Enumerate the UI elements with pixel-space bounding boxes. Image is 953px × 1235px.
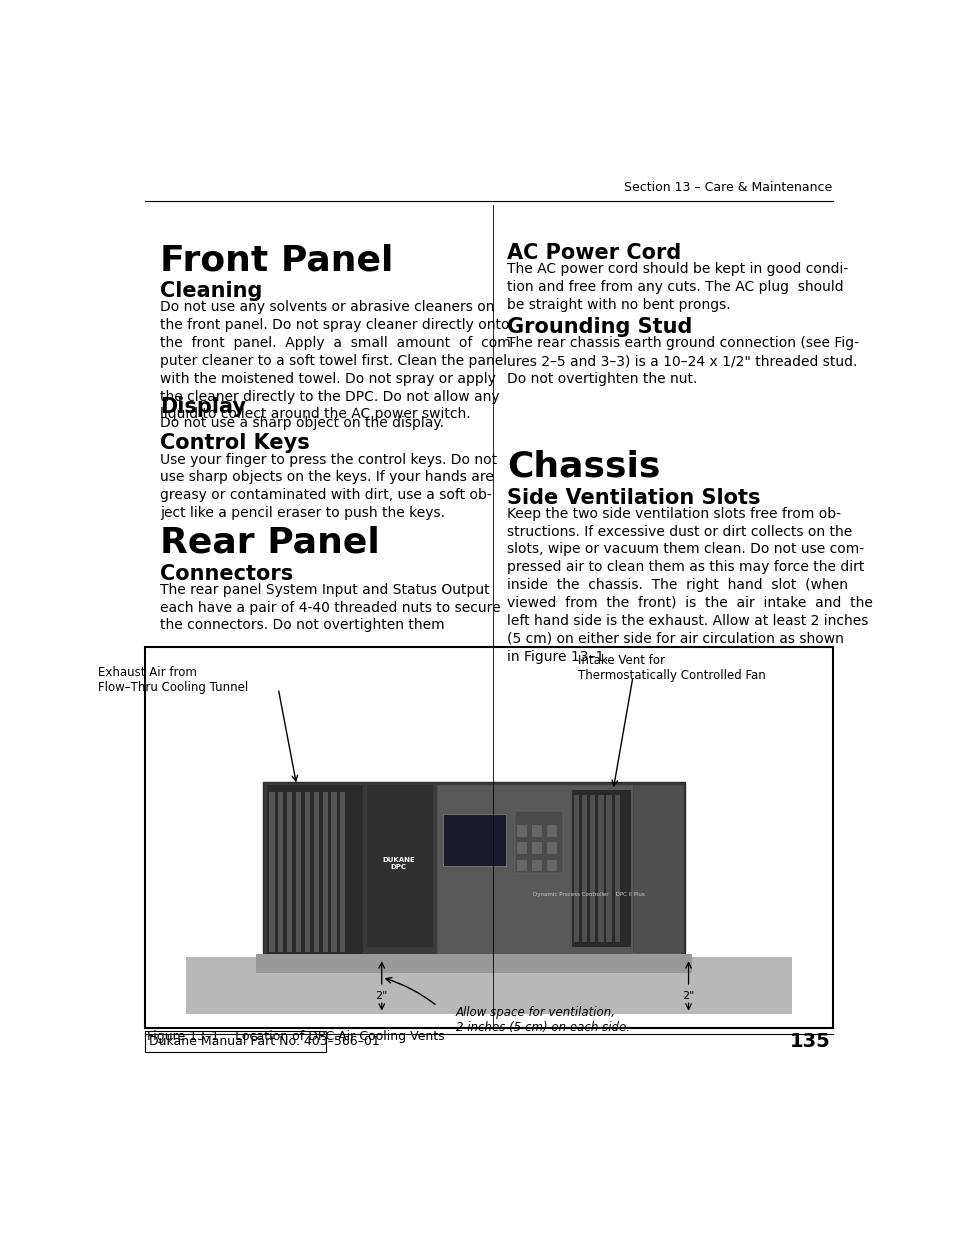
Text: Front Panel: Front Panel (160, 243, 393, 278)
FancyBboxPatch shape (314, 792, 318, 952)
FancyBboxPatch shape (340, 792, 345, 952)
FancyBboxPatch shape (517, 860, 527, 871)
Text: Use your finger to press the control keys. Do not
use sharp objects on the keys.: Use your finger to press the control key… (160, 452, 497, 520)
Text: Connectors: Connectors (160, 563, 293, 584)
FancyBboxPatch shape (278, 792, 283, 952)
Text: Display: Display (160, 398, 246, 417)
FancyBboxPatch shape (606, 795, 611, 942)
Text: DUKANE
DPC: DUKANE DPC (382, 857, 415, 869)
Text: Rear Panel: Rear Panel (160, 526, 379, 559)
FancyBboxPatch shape (546, 842, 557, 853)
Text: AC Power Cord: AC Power Cord (507, 243, 681, 263)
Text: Keep the two side ventilation slots free from ob-
structions. If excessive dust : Keep the two side ventilation slots free… (507, 506, 872, 663)
FancyBboxPatch shape (255, 953, 692, 973)
FancyBboxPatch shape (305, 792, 310, 952)
Text: Figure 13–1    Location of DPC Air Cooling Vents: Figure 13–1 Location of DPC Air Cooling … (147, 1030, 444, 1042)
FancyBboxPatch shape (295, 792, 301, 952)
FancyBboxPatch shape (633, 785, 682, 952)
FancyBboxPatch shape (145, 647, 832, 1028)
FancyBboxPatch shape (367, 785, 433, 947)
FancyBboxPatch shape (436, 785, 680, 955)
FancyBboxPatch shape (322, 792, 328, 952)
Text: 2": 2" (375, 992, 388, 1002)
FancyBboxPatch shape (145, 1031, 326, 1052)
FancyBboxPatch shape (571, 790, 630, 947)
FancyBboxPatch shape (186, 957, 791, 1014)
FancyBboxPatch shape (590, 795, 595, 942)
Text: The rear chassis earth ground connection (see Fig-
ures 2–5 and 3–3) is a 10–24 : The rear chassis earth ground connection… (507, 336, 859, 387)
FancyBboxPatch shape (531, 842, 541, 853)
FancyBboxPatch shape (269, 792, 274, 952)
FancyBboxPatch shape (531, 825, 541, 836)
Text: Do not use a sharp object on the display.: Do not use a sharp object on the display… (160, 416, 443, 430)
Text: Do not use any solvents or abrasive cleaners on
the front panel. Do not spray cl: Do not use any solvents or abrasive clea… (160, 300, 515, 421)
FancyBboxPatch shape (517, 825, 527, 836)
Text: The rear panel System Input and Status Output
each have a pair of 4-40 threaded : The rear panel System Input and Status O… (160, 583, 500, 632)
FancyBboxPatch shape (614, 795, 619, 942)
Text: Dukane Manual Part No. 403–566–01: Dukane Manual Part No. 403–566–01 (149, 1035, 379, 1047)
Text: Cleaning: Cleaning (160, 282, 262, 301)
Text: 2": 2" (681, 992, 694, 1002)
FancyBboxPatch shape (546, 825, 557, 836)
Text: Allow space for ventilation,
2 inches (5 cm) on each side.: Allow space for ventilation, 2 inches (5… (456, 1007, 629, 1034)
Text: Side Ventilation Slots: Side Ventilation Slots (507, 488, 760, 508)
Text: Intake Vent for
Thermostatically Controlled Fan: Intake Vent for Thermostatically Control… (577, 655, 764, 682)
FancyBboxPatch shape (546, 860, 557, 871)
Text: Chassis: Chassis (507, 450, 660, 484)
Text: 135: 135 (789, 1031, 830, 1051)
FancyBboxPatch shape (517, 842, 527, 853)
Text: Section 13 – Care & Maintenance: Section 13 – Care & Maintenance (624, 180, 832, 194)
FancyBboxPatch shape (574, 795, 578, 942)
Text: Grounding Stud: Grounding Stud (507, 317, 692, 337)
FancyBboxPatch shape (581, 795, 587, 942)
Text: Dynamic Process Controller    DPC II Plus: Dynamic Process Controller DPC II Plus (533, 892, 644, 897)
Text: The AC power cord should be kept in good condi-
tion and free from any cuts. The: The AC power cord should be kept in good… (507, 262, 848, 312)
FancyBboxPatch shape (263, 783, 684, 958)
FancyBboxPatch shape (531, 860, 541, 871)
FancyBboxPatch shape (515, 811, 562, 873)
FancyBboxPatch shape (267, 785, 363, 957)
FancyBboxPatch shape (287, 792, 292, 952)
FancyBboxPatch shape (331, 792, 336, 952)
FancyBboxPatch shape (598, 795, 603, 942)
FancyBboxPatch shape (442, 814, 505, 866)
Text: Exhaust Air from
Flow–Thru Cooling Tunnel: Exhaust Air from Flow–Thru Cooling Tunne… (98, 667, 249, 694)
Text: Control Keys: Control Keys (160, 433, 310, 453)
